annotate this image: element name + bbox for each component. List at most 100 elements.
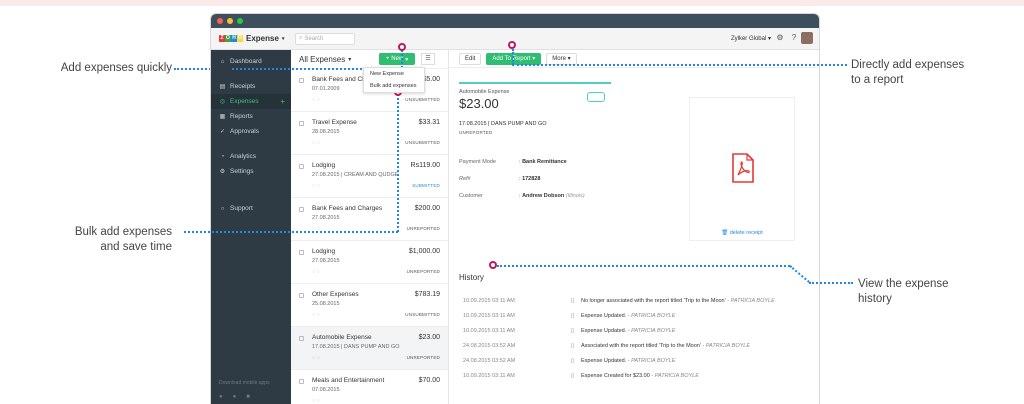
minimize-window-button[interactable] <box>227 18 233 24</box>
document-icon: ▯ <box>571 328 575 334</box>
row-date: 28.08.2015 <box>312 129 340 135</box>
table-row[interactable]: Automobile Expense 17.08.2015 | DANS PUMP… <box>291 326 448 369</box>
annotation-add-to-report-line2: to a report <box>851 74 904 86</box>
sidebar-item-dashboard[interactable]: ⌂ Dashboard <box>211 54 291 69</box>
help-icon[interactable]: ? <box>791 33 797 42</box>
row-checkbox[interactable] <box>299 336 304 341</box>
sidebar-item-expenses[interactable]: ◎ Expenses + <box>211 94 291 109</box>
org-switcher[interactable]: Zylker Global ▾ <box>730 36 771 42</box>
row-amount: $200.00 <box>414 205 440 212</box>
menu-item-new-expense[interactable]: New Expense <box>370 71 404 77</box>
history-title: History <box>459 273 484 282</box>
top-strip <box>0 0 1024 6</box>
receipt-icon: ▤ <box>219 84 226 90</box>
row-checkbox[interactable] <box>299 250 304 255</box>
row-amount: $33.31 <box>418 119 440 126</box>
expense-category: Automobile Expense <box>459 89 510 95</box>
menu-item-bulk-add[interactable]: Bulk add expenses <box>370 83 417 89</box>
status-badge: UNSUBMITTED <box>405 312 440 317</box>
row-date-text: 25.08.2015 <box>312 301 340 307</box>
receipt-preview[interactable]: 🗑 delete receipt <box>689 97 795 241</box>
more-button[interactable]: More ▾ <box>546 52 577 65</box>
field-label: Ref# <box>459 176 471 182</box>
more-label: More <box>552 55 566 62</box>
field-value: 172828 <box>522 176 541 182</box>
annotation-add-quickly: Add expenses quickly <box>60 62 172 74</box>
annotation-view-history-line2: history <box>858 293 892 305</box>
table-row[interactable]: Other Expenses 25.08.2015 $783.19 ◌ ◌ UNSUBM… <box>291 283 448 326</box>
mobile-apps-label: Download mobile apps <box>219 380 270 386</box>
history-author-prefix: - <box>626 313 632 319</box>
app-header: Z O H O Expense ▾ ⌕ Search Zylker Global… <box>211 28 819 50</box>
history-text: No longer associated with the report tit… <box>581 298 726 304</box>
row-amount: $5.00 <box>422 76 440 83</box>
row-date: 25.08.2015 <box>312 301 340 307</box>
table-row[interactable]: Lodging 27.08.2015 $1,000.00 ◌ ◌ UNREPORTED <box>291 240 448 283</box>
maximize-window-button[interactable] <box>237 18 243 24</box>
sidebar-item-support[interactable]: ○ Support <box>211 201 291 216</box>
list-header[interactable]: All Expenses ▾ <box>291 50 448 68</box>
apple-icon[interactable]: ● <box>219 394 223 400</box>
row-checkbox[interactable] <box>299 293 304 298</box>
table-row[interactable]: Meals and Entertainment 07.08.2015 $70.00 ◌… <box>291 369 448 404</box>
status-badge: UNREPORTED <box>406 226 440 231</box>
sidebar-item-approvals[interactable]: ✓ Approvals <box>211 124 291 139</box>
pdf-icon <box>732 153 754 183</box>
sidebar-item-reports[interactable]: ▦ Reports <box>211 109 291 124</box>
sidebar-item-analytics[interactable]: ◔ Analytics <box>211 149 291 164</box>
annotation-add-to-report: Directly add expenses to a report <box>851 58 981 88</box>
row-date-text: 28.08.2015 <box>312 129 340 135</box>
window-titlebar <box>211 14 819 28</box>
row-name: Automobile Expense <box>312 334 372 341</box>
table-row[interactable]: Lodging 27.08.2015 | CREAM AND QUDGE Rs119… <box>291 154 448 197</box>
expense-icon: ◎ <box>219 99 226 105</box>
android-icon[interactable]: ● <box>232 394 237 400</box>
sidebar-item-receipts[interactable]: ▤ Receipts <box>211 79 291 94</box>
table-row[interactable]: Bank Fees and Charges 27.08.2015 $200.00 ◌ … <box>291 197 448 240</box>
gear-icon[interactable]: ⚙ <box>776 33 784 42</box>
history-time: 10.09.2015 03:11 AM <box>463 313 515 319</box>
row-checkbox[interactable] <box>299 121 304 126</box>
history-time: 24.08.2015 03:52 AM <box>463 343 516 349</box>
row-checkbox[interactable] <box>299 379 304 384</box>
view-toggle-button[interactable]: ☰ <box>421 53 435 65</box>
history-text: Expense Updated. <box>581 328 627 334</box>
edit-button[interactable]: Edit <box>459 52 482 65</box>
connector-line <box>512 64 847 66</box>
history-text: Expense Updated. <box>581 358 627 364</box>
sidebar-item-label: Analytics <box>230 153 257 160</box>
new-expense-button[interactable]: + New ▾ <box>379 53 415 65</box>
annotation-bulk-add-line2: and save time <box>100 241 172 253</box>
row-date: 07.01.2009 <box>312 86 340 92</box>
row-date-text: 27.08.2015 <box>312 215 340 221</box>
row-checkbox[interactable] <box>299 207 304 212</box>
search-input[interactable]: ⌕ Search <box>295 32 355 45</box>
chevron-down-icon: ▾ <box>348 56 352 63</box>
logo-letter: Z <box>219 35 225 42</box>
windows-icon[interactable]: ■ <box>246 394 250 400</box>
delete-receipt-link[interactable]: 🗑 delete receipt <box>721 230 763 236</box>
marker-new-button <box>398 43 406 51</box>
new-dropdown-menu: New Expense Bulk add expenses <box>363 67 425 93</box>
row-icons: ◌ ◌ <box>312 226 321 232</box>
history-entry: 24.08.2015 03:52 AM ▯ Expense Updated. - P… <box>463 356 675 366</box>
add-expense-icon[interactable]: + <box>280 97 285 106</box>
row-name: Bank Fees and Charges <box>312 76 383 83</box>
marker-history <box>489 261 497 269</box>
row-checkbox[interactable] <box>299 164 304 169</box>
sidebar-item-settings[interactable]: ⚙ Settings <box>211 164 291 179</box>
table-row[interactable]: Travel Expense 28.08.2015 $33.31 ◌ ◌ UNSUBMI… <box>291 111 448 154</box>
history-author-prefix: - <box>725 298 731 304</box>
history-author: PATRICIA BOYLE <box>730 298 775 304</box>
car-icon <box>587 92 605 102</box>
status-badge: SUBMITTED <box>412 183 440 188</box>
status-badge: UNREPORTED <box>406 269 440 274</box>
annotation-add-to-report-line1: Directly add expenses <box>851 59 965 71</box>
sidebar-item-label: Dashboard <box>230 58 262 65</box>
avatar[interactable] <box>801 32 813 44</box>
history-text: Associated with the report titled 'Trip … <box>581 343 701 349</box>
close-window-button[interactable] <box>217 18 223 24</box>
field-ref: Ref#: 172828 <box>459 176 541 182</box>
brand[interactable]: Z O H O Expense ▾ <box>211 34 291 43</box>
row-checkbox[interactable] <box>299 78 304 83</box>
